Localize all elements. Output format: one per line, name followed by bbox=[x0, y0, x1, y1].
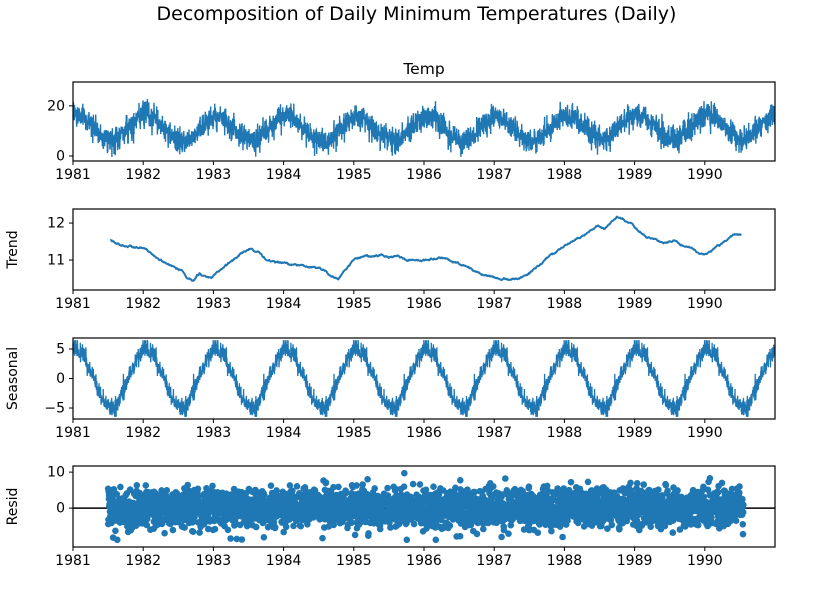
y-tick-label: 11 bbox=[47, 253, 65, 269]
x-tick-label: 1984 bbox=[266, 553, 302, 569]
ylabel-trend: Trend bbox=[5, 230, 21, 269]
subplot-panels: 1981 1982 1983 1984 1985 1986 1987 1988 1989 1990… bbox=[44, 81, 776, 569]
x-tick-label: 1982 bbox=[125, 425, 161, 441]
x-tick-label: 1983 bbox=[196, 296, 232, 312]
x-tick-label: 1983 bbox=[196, 553, 232, 569]
x-tick-label: 1985 bbox=[336, 167, 372, 183]
x-tick-label: 1987 bbox=[476, 296, 512, 312]
y-tick-label: 0 bbox=[56, 148, 65, 164]
x-tick-label: 1986 bbox=[406, 425, 442, 441]
x-tick-label: 1983 bbox=[196, 167, 232, 183]
x-tick-label: 1990 bbox=[687, 296, 723, 312]
y-tick-label: 5 bbox=[56, 341, 65, 357]
y-tick-label: 10 bbox=[47, 465, 65, 481]
x-tick-label: 1990 bbox=[687, 425, 723, 441]
x-tick-label: 1990 bbox=[687, 167, 723, 183]
subplot-title-temp: Temp bbox=[402, 60, 444, 78]
x-tick-label: 1989 bbox=[617, 296, 653, 312]
x-tick-label: 1982 bbox=[125, 296, 161, 312]
x-tick-label: 1988 bbox=[547, 553, 583, 569]
seasonal-axes-frame bbox=[72, 337, 776, 420]
ylabel-resid: Resid bbox=[5, 488, 21, 526]
x-tick-label: 1988 bbox=[547, 425, 583, 441]
x-tick-label: 1987 bbox=[476, 425, 512, 441]
x-tick-label: 1987 bbox=[476, 167, 512, 183]
y-tick-label: 0 bbox=[56, 371, 65, 387]
observed-series-line bbox=[72, 98, 776, 157]
ylabel-seasonal: Seasonal bbox=[5, 347, 21, 410]
x-tick-label: 1981 bbox=[55, 167, 91, 183]
trend-axes-frame bbox=[72, 208, 776, 291]
resid-axes-frame bbox=[72, 465, 776, 548]
x-tick-label: 1988 bbox=[547, 296, 583, 312]
x-tick-label: 1987 bbox=[476, 553, 512, 569]
y-tick-label: 12 bbox=[47, 216, 65, 232]
x-tick-label: 1985 bbox=[336, 425, 372, 441]
x-tick-label: 1989 bbox=[617, 425, 653, 441]
x-tick-label: 1981 bbox=[55, 425, 91, 441]
x-tick-label: 1984 bbox=[266, 296, 302, 312]
resid-scatter-points bbox=[104, 469, 747, 544]
figure-title: Decomposition of Daily Minimum Temperatu… bbox=[156, 3, 677, 25]
x-tick-label: 1985 bbox=[336, 296, 372, 312]
x-tick-label: 1982 bbox=[125, 167, 161, 183]
x-tick-label: 1981 bbox=[55, 553, 91, 569]
observed-axes-frame bbox=[72, 81, 776, 162]
y-tick-label: 0 bbox=[56, 501, 65, 517]
x-tick-label: 1984 bbox=[266, 425, 302, 441]
x-tick-label: 1983 bbox=[196, 425, 232, 441]
x-tick-label: 1984 bbox=[266, 167, 302, 183]
trend-series-line bbox=[109, 215, 742, 282]
seasonal-series-line bbox=[72, 339, 776, 417]
x-tick-label: 1990 bbox=[687, 553, 723, 569]
x-tick-label: 1986 bbox=[406, 296, 442, 312]
y-tick-label: −5 bbox=[44, 401, 65, 417]
x-tick-label: 1985 bbox=[336, 553, 372, 569]
x-tick-label: 1988 bbox=[547, 167, 583, 183]
y-tick-label: 20 bbox=[47, 98, 65, 114]
x-tick-label: 1981 bbox=[55, 296, 91, 312]
x-tick-label: 1982 bbox=[125, 553, 161, 569]
x-tick-label: 1986 bbox=[406, 167, 442, 183]
x-tick-label: 1986 bbox=[406, 553, 442, 569]
x-tick-label: 1989 bbox=[617, 167, 653, 183]
x-tick-label: 1989 bbox=[617, 553, 653, 569]
